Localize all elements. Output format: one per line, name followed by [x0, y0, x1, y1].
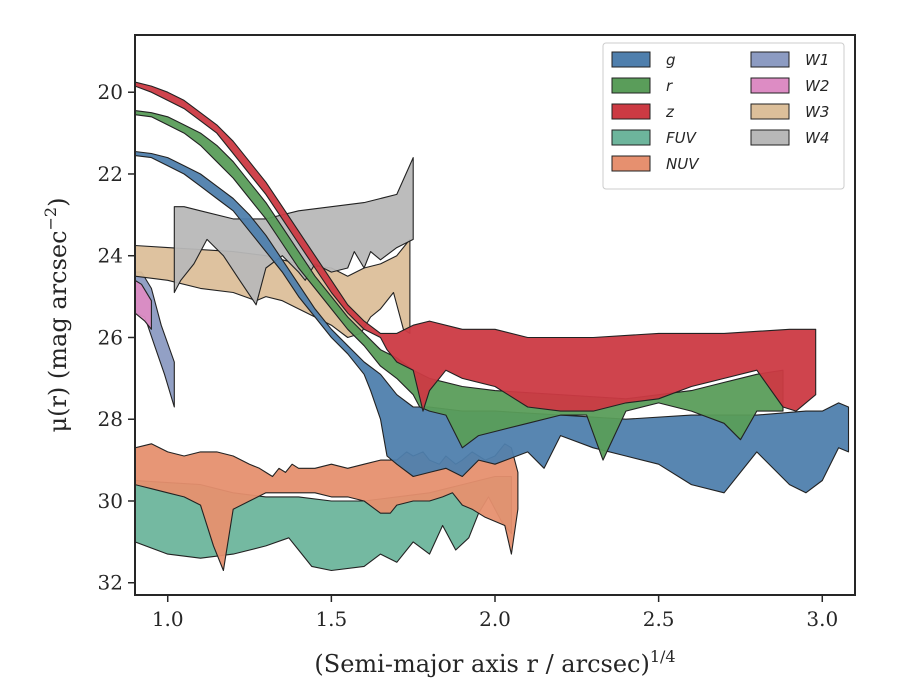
legend-swatch-fuv: [611, 129, 651, 146]
x-axis: 1.0 1.5 2.0 2.5 3.0: [152, 595, 838, 631]
x-axis-label-superscript: 1/4: [650, 647, 676, 666]
legend-label-r: r: [666, 77, 673, 95]
legend-label-nuv: NUV: [666, 155, 700, 173]
x-tick-label: 2.0: [479, 607, 511, 631]
x-tick-label: 1.0: [152, 607, 184, 631]
y-tick-label: 32: [98, 571, 123, 595]
legend-label-g: g: [666, 51, 676, 69]
y-tick-label: 28: [98, 407, 123, 431]
x-tick-label: 2.5: [643, 607, 675, 631]
band-r: [135, 110, 784, 461]
y-tick-label: 20: [98, 80, 123, 104]
legend-swatch-r: [611, 77, 651, 94]
legend-swatch-g: [611, 51, 651, 68]
y-axis-label-superscript: −2: [41, 207, 60, 231]
x-tick-label: 3.0: [806, 607, 838, 631]
legend-label-w2: W2: [805, 77, 829, 95]
y-axis-label-tail: ): [44, 198, 72, 207]
legend: grz FUV NUV W1 W2 W3 W4: [602, 42, 845, 190]
legend-label-w4: W4: [805, 129, 829, 147]
legend-swatch-w4: [750, 129, 790, 146]
legend-label-w1: W1: [805, 51, 829, 69]
legend-label-w3: W3: [805, 103, 829, 121]
y-tick-label: 24: [98, 244, 123, 268]
legend-swatch-w1: [750, 51, 790, 68]
x-axis-label: (Semi-major axis r / arcsec)1/4: [314, 647, 675, 678]
legend-swatch-w3: [750, 103, 790, 120]
y-tick-label: 22: [98, 162, 123, 186]
legend-label-z: z: [665, 103, 675, 121]
y-axis-label-main: μ(r) (mag arcsec: [44, 230, 72, 432]
y-tick-label: 30: [98, 489, 123, 513]
x-axis-label-main: (Semi-major axis r / arcsec): [314, 650, 649, 678]
y-axis-label: μ(r) (mag arcsec−2): [41, 198, 72, 433]
legend-swatch-nuv: [611, 155, 651, 172]
legend-swatch-z: [611, 103, 651, 120]
y-tick-label: 26: [98, 325, 123, 349]
bands-layer: [135, 81, 850, 572]
legend-swatch-w2: [750, 77, 790, 94]
band-z: [135, 81, 817, 412]
legend-label-fuv: FUV: [666, 129, 698, 147]
y-axis: 20 22 24 26 28 30 32: [98, 80, 135, 595]
x-tick-label: 1.5: [315, 607, 347, 631]
band-w2: [135, 279, 152, 330]
